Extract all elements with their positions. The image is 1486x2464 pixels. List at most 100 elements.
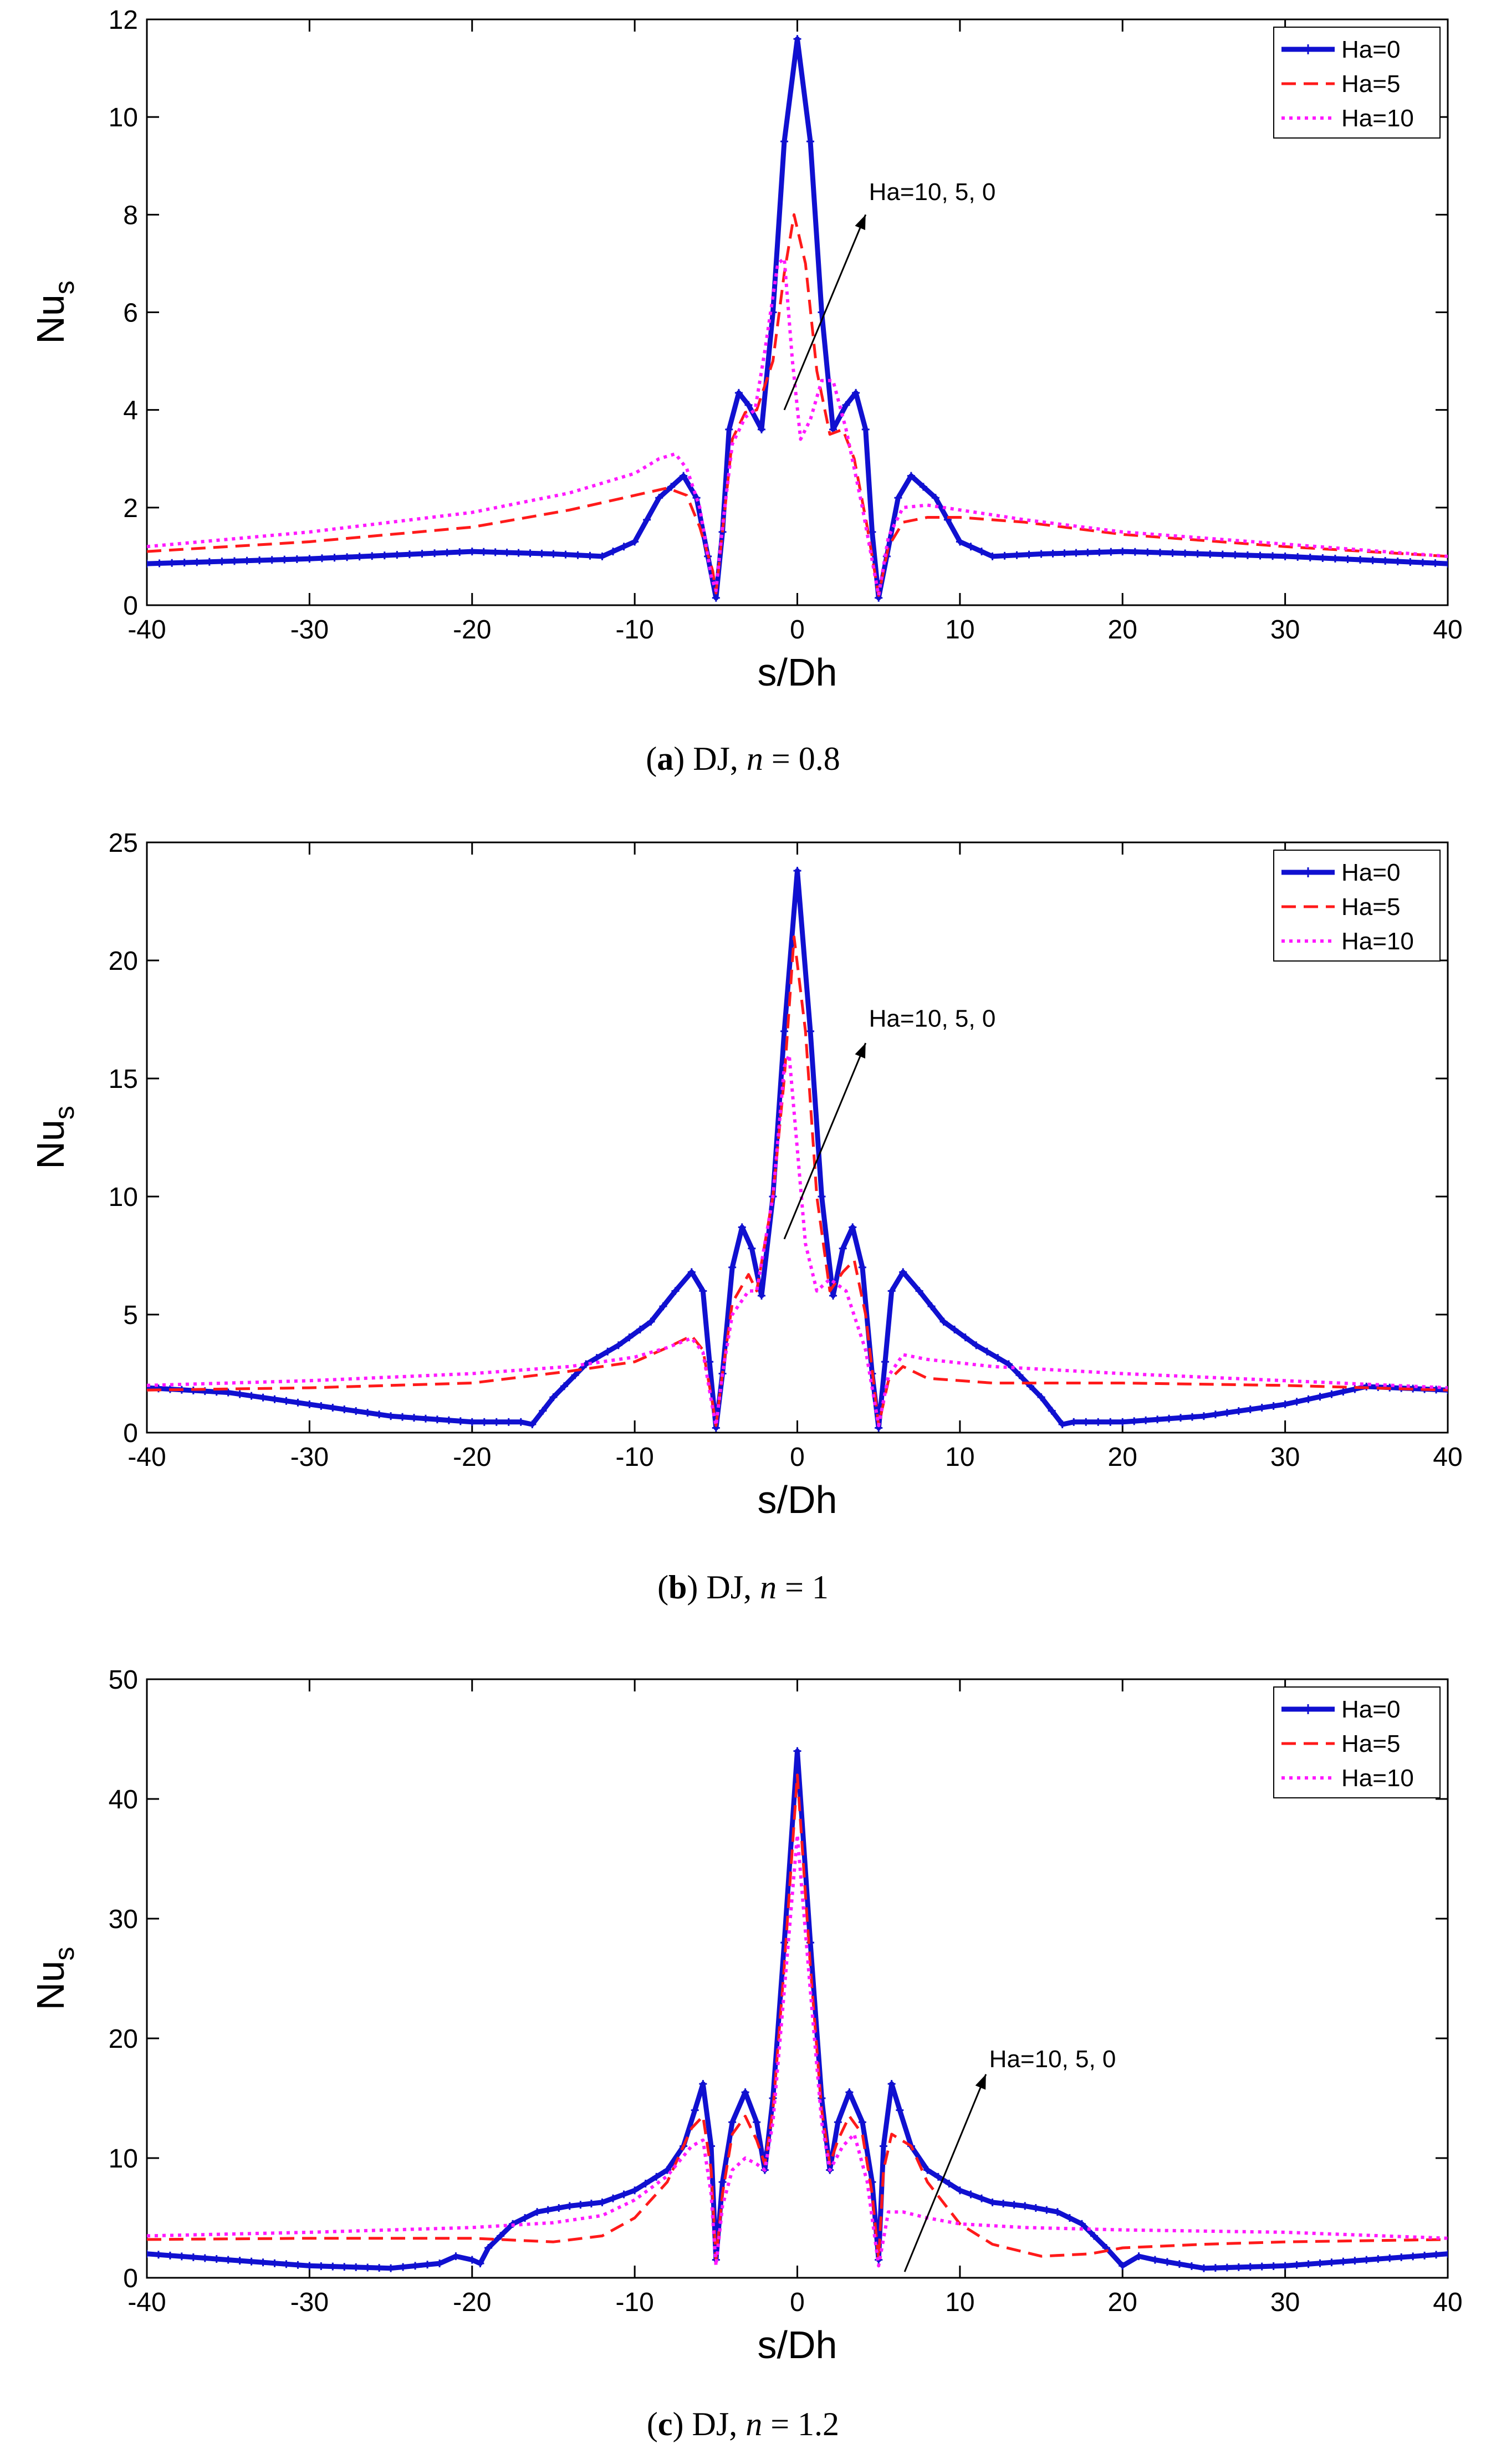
- x-axis-label: s/Dh: [758, 651, 838, 694]
- y-tick-label: 10: [109, 103, 138, 132]
- x-tick-label: 30: [1270, 615, 1300, 645]
- y-axis-label: Nus: [29, 1106, 80, 1169]
- y-tick-label: 6: [123, 299, 138, 328]
- series-ha-10: [147, 1053, 1448, 1428]
- panel-b: -40 -30 -20 -10 0 10 20 30 40 0 5 10 15 20 25 s/Dh Nus Ha…: [0, 820, 1486, 1663]
- caption-text: DJ,: [698, 1569, 760, 1606]
- x-tick-label: -10: [615, 2288, 653, 2317]
- y-tick-label: 30: [109, 1905, 138, 1934]
- legend-entry: Ha=0: [1341, 1696, 1400, 1723]
- series-ha-10: [147, 1833, 1448, 2268]
- x-tick-label: 20: [1108, 615, 1137, 645]
- x-tick-label: -10: [615, 1443, 653, 1472]
- caption-rest: = 1: [777, 1569, 829, 1606]
- annotation-arrowhead: [975, 2074, 986, 2090]
- legend-entry: Ha=0: [1341, 36, 1400, 63]
- y-tick-label: 4: [123, 396, 138, 426]
- annotation-arrowhead: [855, 214, 866, 231]
- x-tick-label: 40: [1433, 615, 1462, 645]
- y-axis-label: Nus: [29, 1947, 80, 2010]
- y-tick-label: 10: [109, 2144, 138, 2174]
- x-tick-label: -30: [290, 1443, 329, 1472]
- series-line: [147, 1833, 1448, 2268]
- x-tick-label: -40: [127, 2288, 166, 2317]
- panel-a: -40 -30 -20 -10 0 10 20 30 40 0 2 4 6 8 10 12 s/Dh Nus Ha=…: [0, 0, 1486, 820]
- y-tick-label: 5: [123, 1301, 138, 1330]
- caption-label: b: [668, 1569, 687, 1606]
- legend-entry: Ha=10: [1341, 105, 1414, 132]
- annotation-arrowhead: [855, 1043, 866, 1059]
- series-line: [147, 1749, 1448, 2271]
- y-tick-label: 20: [109, 2025, 138, 2054]
- x-tick-label: 10: [945, 615, 974, 645]
- annotation-arrow: [783, 1042, 867, 1240]
- x-axis-label: s/Dh: [758, 1478, 838, 1521]
- legend: Ha=0 Ha=5 Ha=10: [1273, 850, 1441, 962]
- y-tick-label: 0: [123, 2264, 138, 2293]
- annotation-arrow: [903, 2074, 987, 2272]
- series-ha-10: [147, 257, 1448, 597]
- chart-a: -40 -30 -20 -10 0 10 20 30 40 0 2 4 6 8 10 12 s/Dh Nus Ha=…: [29, 6, 1463, 694]
- x-tick-label: 0: [790, 2288, 805, 2317]
- caption-rest: = 0.8: [763, 740, 840, 777]
- y-tick-label: 20: [109, 947, 138, 976]
- x-tick-label: 40: [1433, 1443, 1462, 1472]
- caption-text: DJ,: [683, 2406, 746, 2442]
- legend-box: [1273, 27, 1441, 139]
- x-tick-label: -20: [453, 1443, 491, 1472]
- series-line: [147, 257, 1448, 597]
- y-axis-label: Nus: [29, 280, 80, 344]
- series-ha-0: [147, 35, 1448, 602]
- x-tick-label: 10: [945, 1443, 974, 1472]
- annotation-text: Ha=10, 5, 0: [869, 178, 996, 206]
- caption-var: n: [746, 740, 763, 777]
- x-tick-label: 40: [1433, 2288, 1462, 2317]
- y-tick-label: 15: [109, 1065, 138, 1094]
- y-tick-label: 12: [109, 6, 138, 35]
- caption-var: n: [745, 2406, 763, 2442]
- annotation-text: Ha=10, 5, 0: [869, 1005, 996, 1032]
- y-tick-label: 40: [109, 1785, 138, 1814]
- legend-entry: Ha=10: [1341, 1765, 1414, 1792]
- y-tick-label: 2: [123, 494, 138, 523]
- panel-c: -40 -30 -20 -10 0 10 20 30 40 0 10 20 30 40 50 s/Dh Nus H…: [0, 1663, 1486, 2464]
- legend-box: [1273, 1686, 1441, 1798]
- caption-text: DJ,: [685, 740, 747, 777]
- x-tick-label: -40: [127, 615, 166, 645]
- caption-b: (b) DJ, n = 1: [657, 1569, 829, 1606]
- x-tick-label: -10: [615, 615, 653, 645]
- caption-label: a: [657, 740, 674, 777]
- chart-c: -40 -30 -20 -10 0 10 20 30 40 0 10 20 30 40 50 s/Dh Nus H…: [29, 1665, 1463, 2366]
- caption-var: n: [760, 1569, 777, 1606]
- annotation-text: Ha=10, 5, 0: [989, 2046, 1116, 2073]
- x-tick-label: 0: [790, 615, 805, 645]
- y-axis-label-subscript: s: [49, 1947, 80, 1961]
- x-tick-label: 20: [1108, 2288, 1137, 2317]
- series-line: [147, 935, 1448, 1427]
- plot-area: [146, 18, 1449, 606]
- caption-label: c: [657, 2406, 673, 2442]
- legend-entry: Ha=5: [1341, 70, 1400, 98]
- y-tick-label: 0: [123, 1419, 138, 1448]
- x-tick-label: -40: [127, 1443, 166, 1472]
- x-axis-label: s/Dh: [758, 2323, 838, 2366]
- series-line: [147, 1773, 1448, 2262]
- legend-entry: Ha=5: [1341, 1730, 1400, 1757]
- x-tick-label: -30: [290, 2288, 329, 2317]
- x-tick-label: 30: [1270, 2288, 1300, 2317]
- annotation-arrow: [783, 214, 867, 411]
- y-tick-label: 10: [109, 1183, 138, 1212]
- y-axis-label-subscript: s: [49, 1106, 80, 1119]
- series-ha-5: [147, 935, 1448, 1427]
- chart-b: -40 -30 -20 -10 0 10 20 30 40 0 5 10 15 20 25 s/Dh Nus Ha…: [29, 829, 1463, 1521]
- legend-entry: Ha=10: [1341, 928, 1414, 955]
- legend: Ha=0 Ha=5 Ha=10: [1273, 1686, 1441, 1798]
- legend-entry: Ha=0: [1341, 859, 1400, 886]
- x-tick-label: 0: [790, 1443, 805, 1472]
- x-tick-label: -30: [290, 615, 329, 645]
- legend-box: [1273, 850, 1441, 962]
- series-ha-5: [147, 1773, 1448, 2262]
- legend-entry: Ha=5: [1341, 893, 1400, 921]
- y-tick-label: 8: [123, 201, 138, 230]
- x-tick-label: 30: [1270, 1443, 1300, 1472]
